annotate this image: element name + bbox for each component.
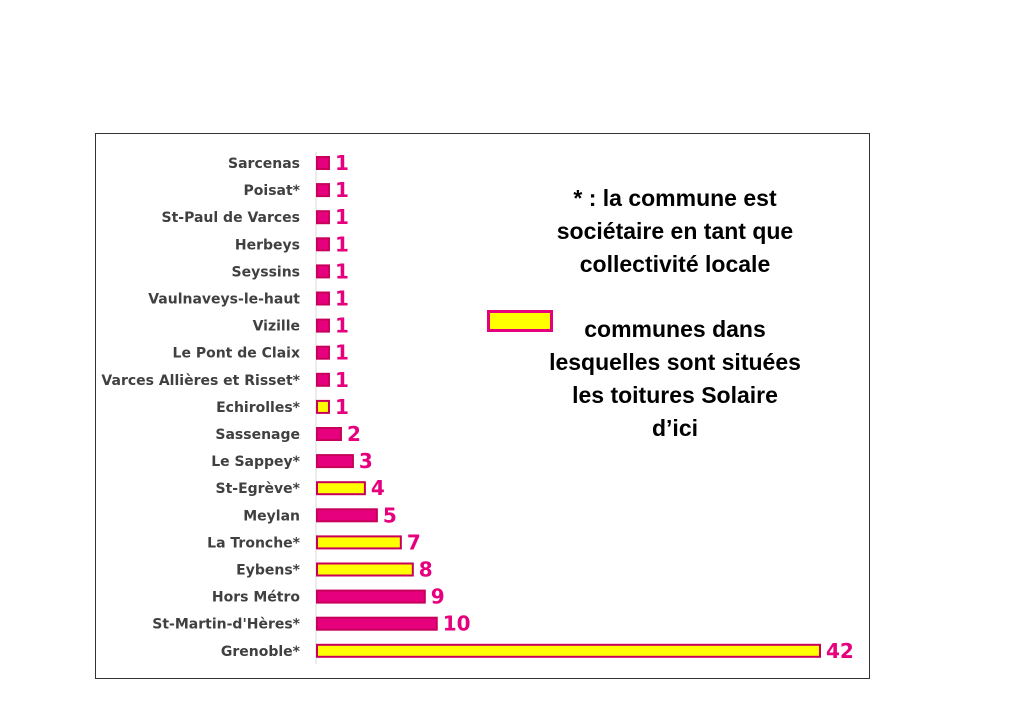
value-label: 1 [335, 395, 349, 419]
category-label: St-Paul de Varces [162, 210, 301, 226]
category-label: Seyssins [232, 264, 300, 280]
value-label: 1 [335, 341, 349, 365]
category-label: La Tronche* [207, 535, 301, 551]
value-label: 1 [335, 178, 349, 202]
bar [316, 535, 402, 550]
value-label: 1 [335, 287, 349, 311]
legend-text: communes dans lesquelles sont situées le… [549, 316, 801, 441]
value-label: 5 [383, 503, 397, 527]
bar [316, 454, 354, 469]
bar-chart: Sarcenas 1 Poisat* 1 St-Paul de Varces 1 Herbe… [101, 151, 854, 664]
category-label: Vizille [253, 319, 300, 335]
bar [316, 643, 821, 658]
category-label: Poisat* [244, 183, 301, 199]
value-label: 42 [826, 639, 854, 663]
chart-frame: Sarcenas 1 Poisat* 1 St-Paul de Varces 1 Herbe… [95, 133, 870, 679]
value-label: 1 [335, 151, 349, 175]
value-label: 1 [335, 232, 349, 256]
bar [316, 399, 330, 414]
bar [316, 291, 330, 306]
bar [316, 508, 378, 523]
bar [316, 210, 330, 225]
value-label: 1 [335, 368, 349, 392]
asterisk-note: * : la commune est sociétaire en tant qu… [556, 185, 794, 277]
value-label: 1 [335, 314, 349, 338]
value-label: 1 [335, 205, 349, 229]
bar [316, 318, 330, 333]
value-label: 9 [431, 585, 445, 609]
bar [316, 481, 366, 496]
bar [316, 237, 330, 252]
bar [316, 616, 438, 631]
category-label: Sarcenas [228, 156, 300, 172]
value-label: 2 [347, 422, 361, 446]
category-label: Herbeys [235, 237, 300, 253]
bar [316, 589, 426, 604]
category-label: Vaulnaveys-le-haut [148, 292, 300, 308]
bar [316, 345, 330, 360]
category-label: Sassenage [215, 427, 300, 443]
category-label: Hors Métro [212, 590, 300, 606]
legend-swatch-highlighted [487, 310, 553, 332]
category-label: St-Egrève* [215, 481, 300, 497]
value-label: 4 [371, 476, 385, 500]
bar [316, 183, 330, 198]
bar [316, 156, 330, 170]
bar [316, 372, 330, 387]
category-label: Varces Allières et Risset* [101, 373, 300, 389]
category-label: St-Martin-d'Hères* [152, 617, 300, 633]
category-label: Meylan [243, 508, 300, 524]
category-label: Eybens* [236, 563, 301, 579]
value-label: 3 [359, 449, 373, 473]
category-label: Le Sappey* [211, 454, 300, 470]
category-label: Grenoble* [221, 644, 301, 660]
category-label: Le Pont de Claix [173, 346, 300, 362]
bar [316, 264, 330, 279]
value-label: 10 [443, 612, 471, 636]
bar [316, 562, 414, 577]
value-label: 7 [407, 530, 421, 554]
bar [316, 427, 342, 441]
category-label: Echirolles* [216, 400, 301, 416]
value-label: 1 [335, 259, 349, 283]
value-label: 8 [419, 558, 433, 582]
